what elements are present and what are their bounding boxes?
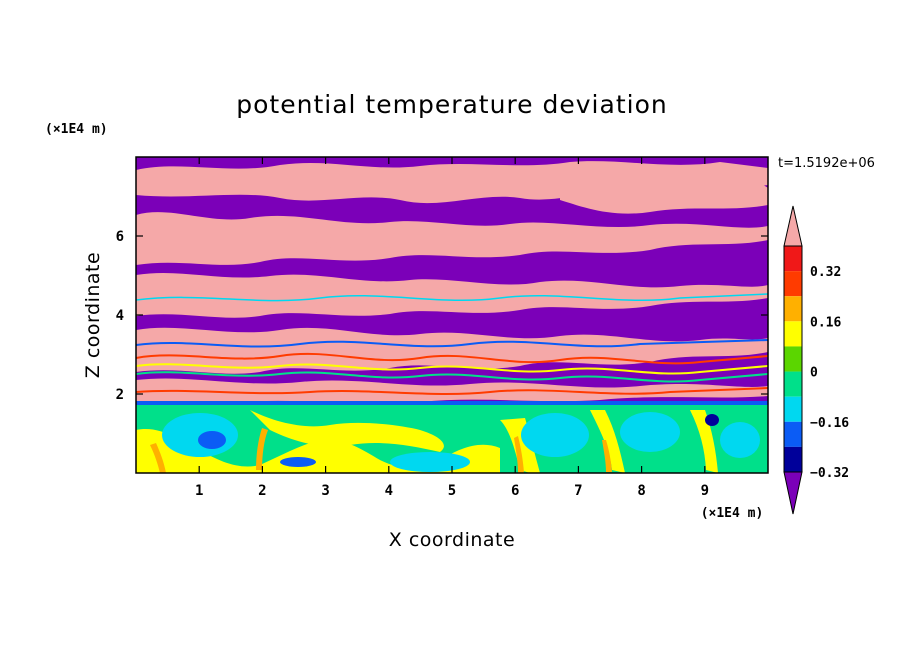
cyan-eddy: [162, 413, 238, 457]
colorbar-tick-label: −0.32: [810, 466, 849, 481]
front-line: [136, 339, 768, 348]
y-tick-label: 4: [116, 308, 124, 324]
x-tick-label: 4: [385, 483, 393, 499]
colorbar-band: [784, 371, 802, 397]
colorbar-extend-bottom: [783, 471, 803, 515]
chart-title: potential temperature deviation: [236, 90, 667, 119]
y-tick-label: 2: [116, 387, 124, 403]
colorbar-frame: [783, 245, 803, 473]
y-tick-label: 6: [116, 229, 124, 245]
front-line: [136, 352, 768, 365]
colorbar-band: [784, 296, 802, 322]
pink-band: [136, 272, 768, 318]
warm-streak: [602, 440, 612, 472]
x-tick-label: 9: [701, 483, 709, 499]
warm-streak: [150, 443, 166, 473]
x-tick-label: 1: [195, 483, 203, 499]
x-axis: 1 2 3 4 5 6 7 8 9: [195, 157, 709, 499]
colorbar-band: [784, 246, 802, 272]
lower-layer-boundary: [136, 401, 768, 405]
cyan-eddy: [720, 422, 760, 458]
yellow-region: [250, 410, 444, 452]
x-tick-label: 6: [511, 483, 519, 499]
cyan-eddy: [620, 412, 680, 452]
colorbar-tick-label: 0: [810, 366, 818, 381]
yellow-region: [590, 410, 625, 473]
yellow-region: [136, 429, 500, 473]
colorbar: 0.32 0.16 0 −0.16 −0.32: [783, 205, 849, 515]
blue-eddy: [198, 431, 226, 449]
x-axis-label: X coordinate: [389, 529, 515, 551]
colorbar-band: [784, 346, 802, 372]
colorbar-band: [784, 421, 802, 447]
blue-eddy: [280, 457, 316, 467]
cyan-eddy: [521, 413, 589, 457]
x-tick-label: 5: [448, 483, 456, 499]
colorbar-tick-label: 0.32: [810, 265, 841, 280]
colorbar-band: [784, 446, 802, 472]
y-axis-label: Z coordinate: [82, 252, 104, 378]
colorbar-tick-label: −0.16: [810, 416, 849, 431]
y-axis: 2 4 6: [116, 229, 768, 403]
pink-band: [136, 327, 768, 374]
cyan-eddy: [390, 452, 470, 472]
warm-streak: [256, 428, 268, 470]
contour-field: [136, 157, 768, 473]
x-tick-label: 2: [258, 483, 266, 499]
yellow-region: [690, 410, 718, 473]
colorbar-band: [784, 271, 802, 297]
blue-eddy: [705, 414, 719, 426]
colorbar-extend-top: [783, 205, 803, 247]
pink-blob: [560, 174, 768, 214]
pink-band: [136, 378, 768, 404]
pink-band: [136, 161, 768, 204]
front-line: [136, 387, 768, 395]
front-line: [136, 293, 768, 302]
x-tick-label: 3: [321, 483, 329, 499]
x-tick-label: 8: [637, 483, 645, 499]
front-line: [136, 371, 768, 383]
x-unit-label: (×1E4 m): [701, 506, 764, 521]
colorbar-band: [784, 321, 802, 347]
x-tick-label: 7: [574, 483, 582, 499]
time-label: t=1.5192e+06: [778, 156, 875, 171]
colorbar-band: [784, 396, 802, 422]
warm-streak: [514, 436, 524, 473]
y-unit-label: (×1E4 m): [45, 122, 108, 137]
colorbar-tick-label: 0.16: [810, 315, 841, 330]
front-line: [136, 363, 768, 375]
pink-blob: [150, 237, 340, 258]
